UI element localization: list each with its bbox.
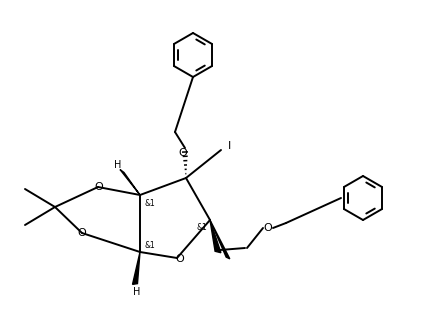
Text: O: O — [178, 148, 187, 158]
Text: H: H — [133, 287, 140, 297]
Polygon shape — [210, 220, 229, 259]
Text: O: O — [78, 228, 86, 238]
Text: O: O — [263, 223, 272, 233]
Text: O: O — [175, 254, 184, 264]
Text: &1: &1 — [144, 200, 155, 209]
Text: &1: &1 — [196, 224, 207, 232]
Text: &1: &1 — [144, 242, 155, 250]
Polygon shape — [132, 252, 140, 284]
Polygon shape — [120, 170, 140, 195]
Text: O: O — [95, 182, 103, 192]
Polygon shape — [210, 220, 220, 253]
Text: H: H — [114, 160, 121, 170]
Text: I: I — [227, 141, 231, 151]
